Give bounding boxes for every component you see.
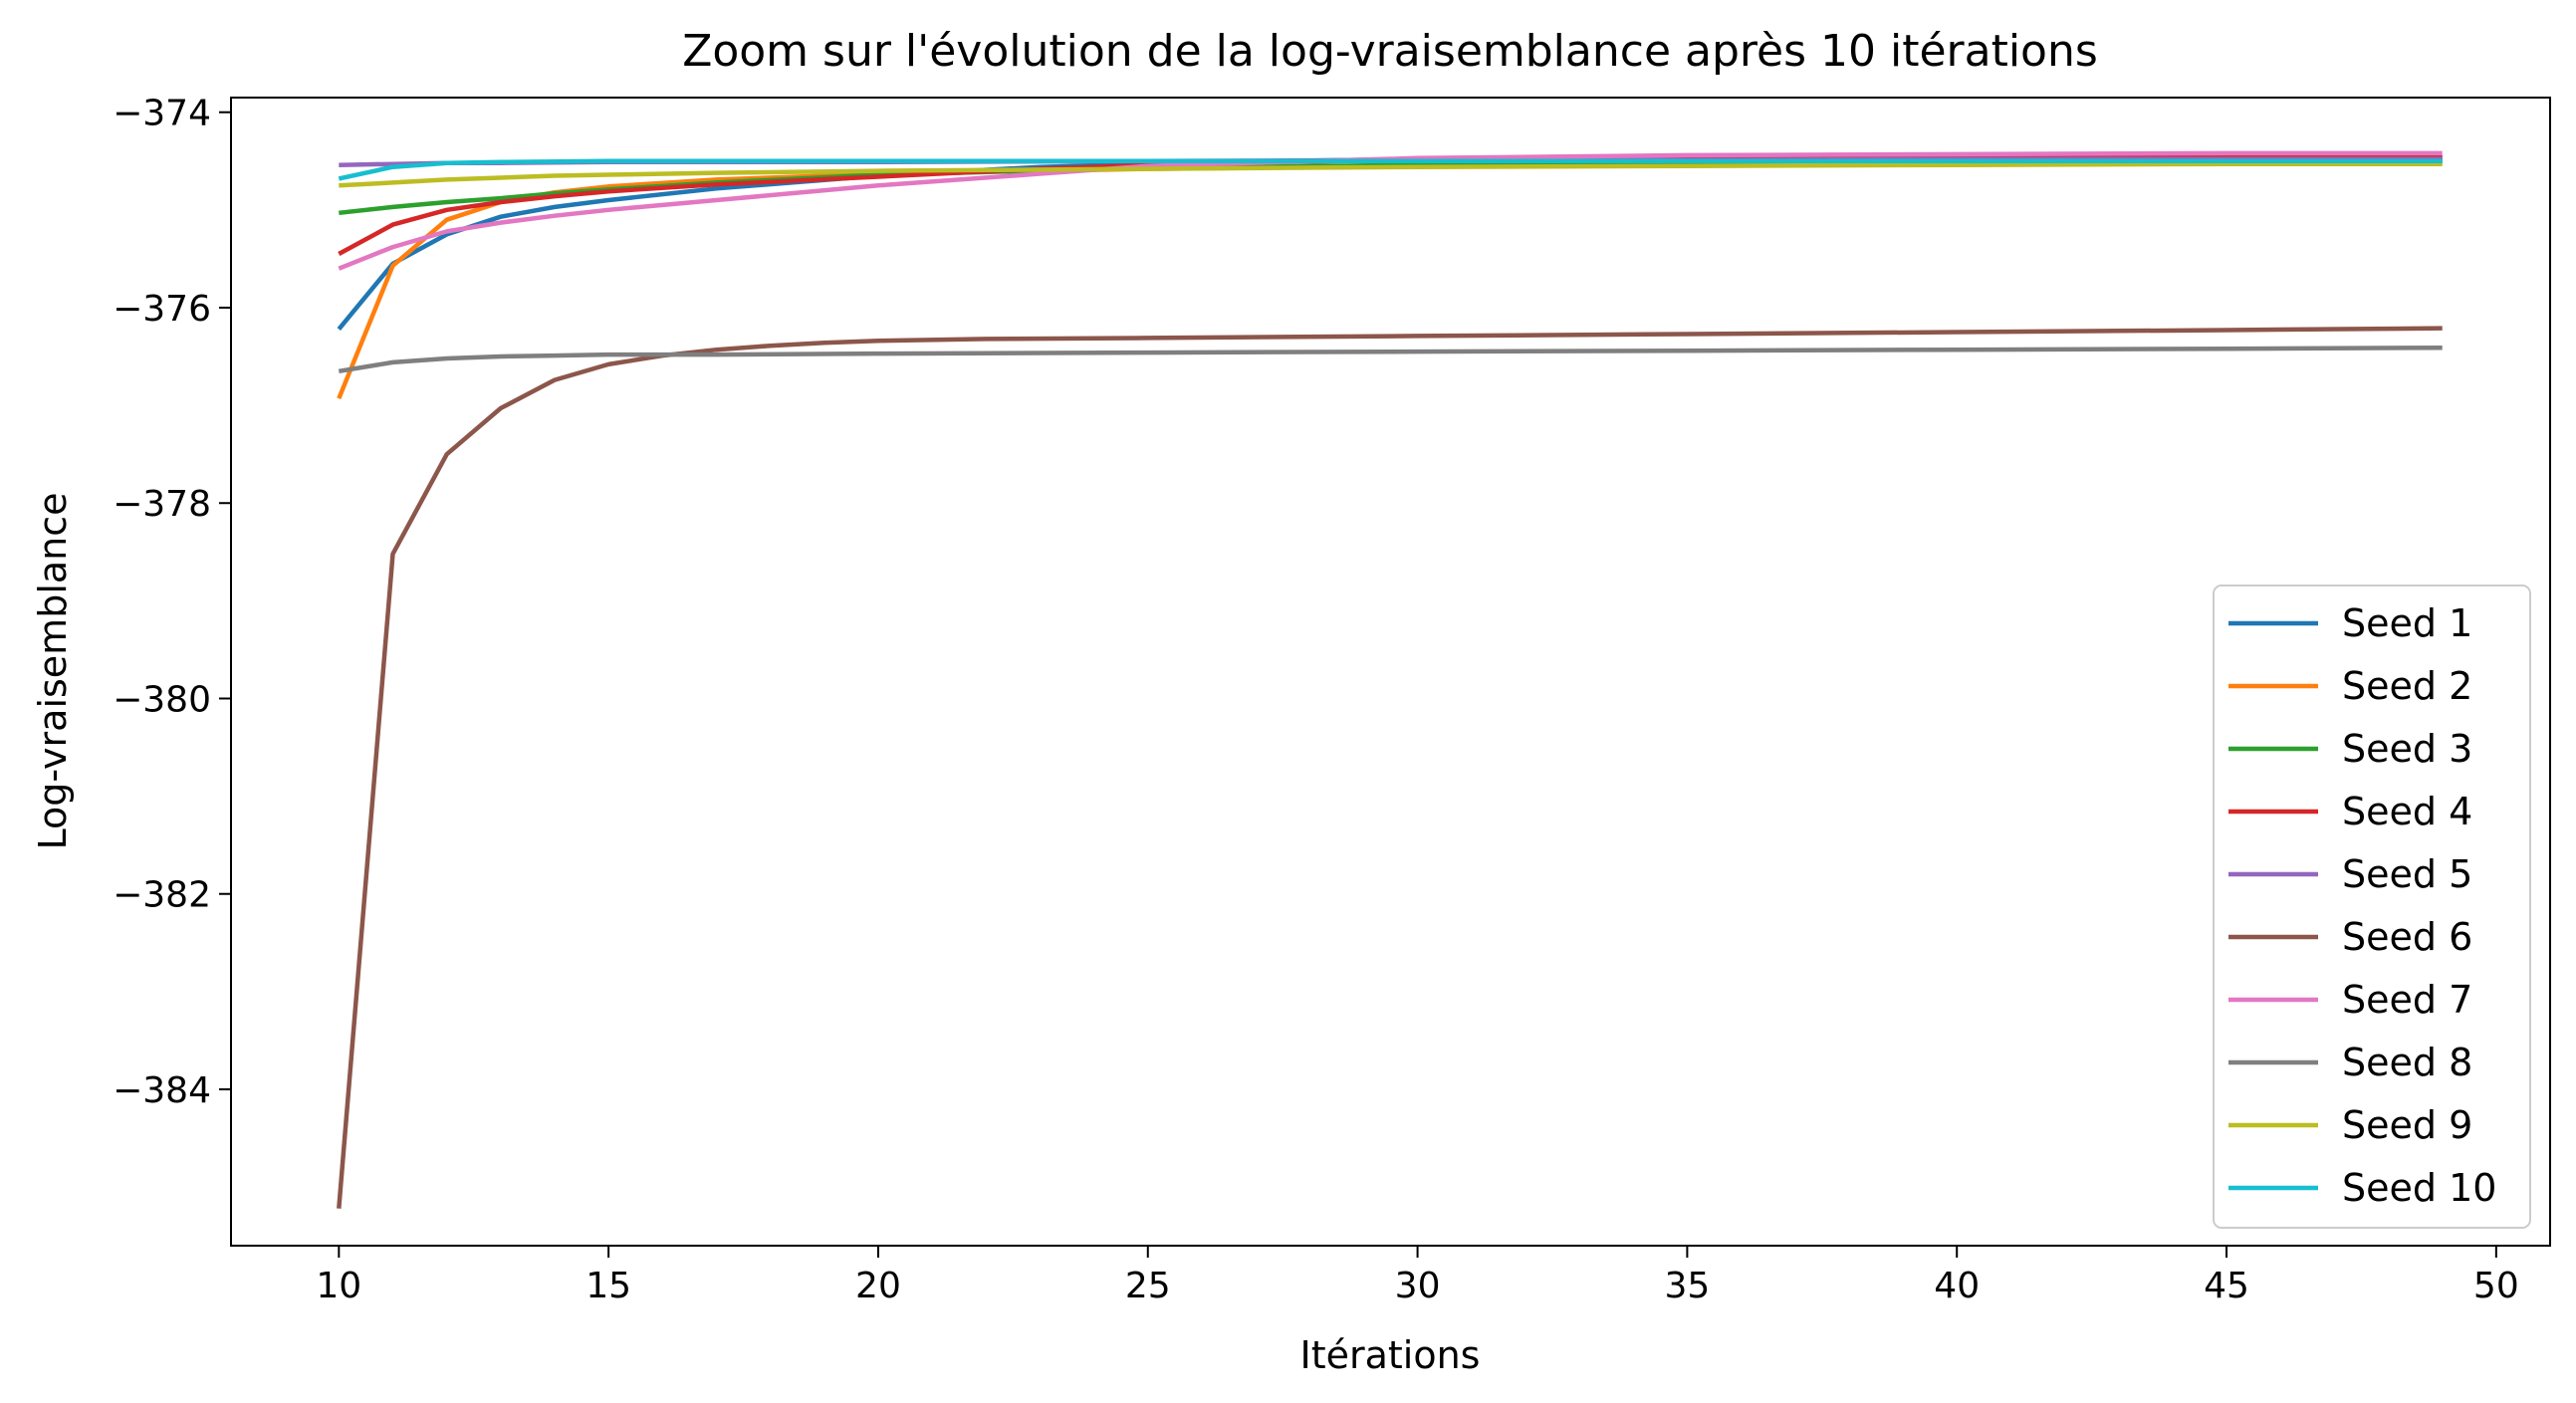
x-tick-label: 20 — [855, 1266, 901, 1306]
legend-label: Seed 8 — [2342, 1041, 2472, 1084]
series-layer — [337, 150, 2443, 1209]
series-line-10 — [338, 158, 2443, 181]
x-tick-label: 40 — [1934, 1266, 1980, 1306]
y-tick-label: −378 — [113, 484, 211, 525]
x-tick-label: 35 — [1664, 1266, 1710, 1306]
legend-label: Seed 1 — [2342, 601, 2472, 645]
legend-label: Seed 10 — [2342, 1166, 2496, 1210]
legend-label: Seed 7 — [2342, 978, 2472, 1022]
legend-label: Seed 4 — [2342, 790, 2472, 833]
legend-label: Seed 3 — [2342, 727, 2472, 771]
x-axis-label: Itérations — [1300, 1333, 1481, 1377]
chart-title: Zoom sur l'évolution de la log-vraisembl… — [682, 26, 2098, 77]
x-tick-label: 10 — [316, 1266, 361, 1306]
x-tick-label: 25 — [1125, 1266, 1171, 1306]
legend-label: Seed 6 — [2342, 915, 2472, 959]
x-tick-label: 15 — [585, 1266, 631, 1306]
plot-frame — [230, 97, 2551, 1247]
legend-label: Seed 5 — [2342, 852, 2472, 896]
y-axis: −384 −382 −380 −378 −376 −374 — [113, 94, 231, 1111]
x-tick-label: 50 — [2473, 1266, 2519, 1306]
x-tick-label: 30 — [1395, 1266, 1441, 1306]
x-axis: 10 15 20 25 30 35 40 45 50 — [316, 1246, 2519, 1306]
series-line-6 — [337, 326, 2443, 1209]
legend-box — [2213, 585, 2531, 1229]
series-line-9 — [339, 161, 2443, 188]
legend-label: Seed 2 — [2342, 664, 2472, 708]
y-tick-label: −374 — [113, 94, 211, 134]
legend: Seed 1 Seed 2 Seed 3 Seed 4 Seed 5 Seed 6 Seed… — [2213, 585, 2531, 1229]
y-axis-label: Log-vraisemblance — [31, 492, 75, 849]
x-tick-label: 45 — [2204, 1266, 2249, 1306]
legend-label: Seed 9 — [2342, 1103, 2472, 1147]
y-tick-label: −382 — [113, 875, 211, 916]
y-tick-label: −376 — [113, 289, 211, 330]
y-tick-label: −380 — [113, 679, 211, 720]
series-line-8 — [338, 345, 2443, 374]
y-tick-label: −384 — [113, 1070, 211, 1111]
series-line-7 — [338, 150, 2443, 271]
